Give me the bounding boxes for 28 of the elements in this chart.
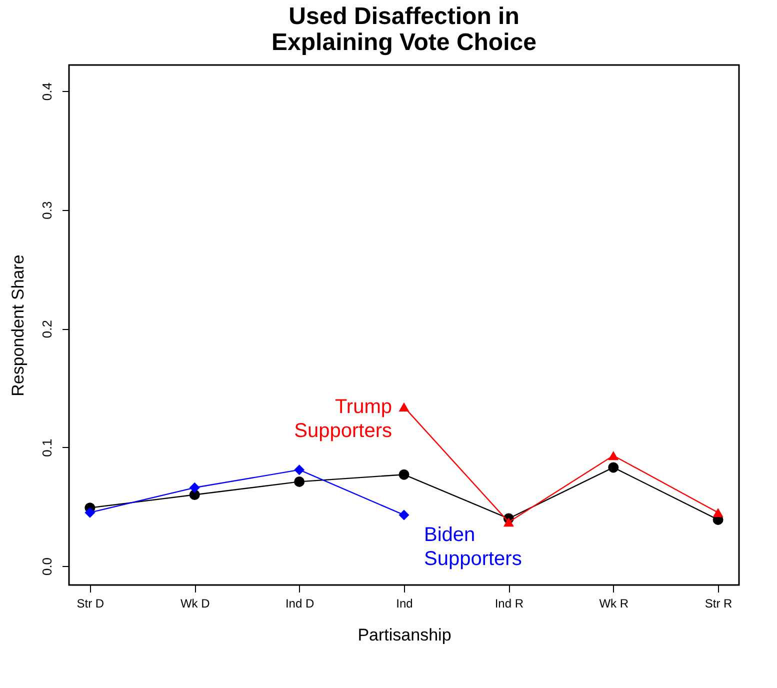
point xyxy=(398,510,410,520)
point xyxy=(608,451,619,460)
x-tick-label: Str D xyxy=(76,596,104,610)
point xyxy=(398,469,410,480)
series-label: Biden Supporters xyxy=(424,524,522,570)
point xyxy=(503,518,514,527)
x-tick-label: Ind R xyxy=(494,596,524,610)
x-tick-label: Ind D xyxy=(285,596,314,610)
x-tick-label: Wk R xyxy=(599,596,629,610)
point xyxy=(294,476,305,487)
point xyxy=(294,464,305,476)
x-tick-label: Ind xyxy=(396,596,413,610)
y-tick-label: 0.0 xyxy=(40,557,54,576)
y-tick-label: 0.2 xyxy=(40,320,54,338)
point xyxy=(608,462,619,473)
point xyxy=(398,402,410,412)
y-axis-title: Respondent Share xyxy=(8,254,28,396)
point xyxy=(189,482,200,493)
x-axis-title: Partisanship xyxy=(358,626,452,644)
point xyxy=(712,508,724,518)
y-tick-label: 0.3 xyxy=(40,201,54,220)
chart-title: Used Disaffection in Explaining Vote Choice xyxy=(272,3,536,56)
y-tick-label: 0.1 xyxy=(40,438,54,457)
y-tick-label: 0.4 xyxy=(40,82,54,101)
x-tick-label: Wk D xyxy=(180,596,210,610)
x-tick-label: Str R xyxy=(704,596,733,610)
series-label: Trump Supporters xyxy=(294,396,392,442)
point xyxy=(84,507,96,518)
